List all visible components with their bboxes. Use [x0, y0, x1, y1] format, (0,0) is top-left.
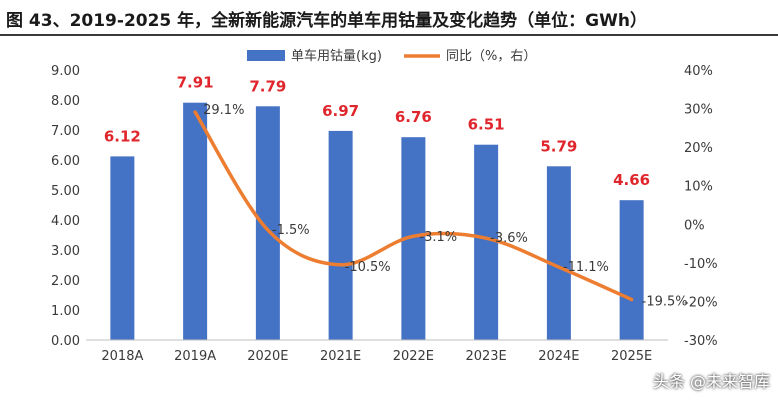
watermark: 头条 @未来智库 [652, 372, 770, 391]
bar [474, 144, 499, 340]
y-left-tick-label: 9.00 [51, 64, 80, 79]
line-value-label: -11.1% [563, 260, 609, 275]
y-left-tick-label: 3.00 [51, 244, 80, 259]
bar [183, 102, 208, 340]
legend-line-label: 同比（%，右） [446, 49, 536, 64]
y-right-tick-label: 30% [684, 103, 713, 118]
bar [328, 130, 353, 340]
x-tick-label: 2023E [465, 349, 506, 364]
y-left-tick-label: 4.00 [51, 214, 80, 229]
bar-value-label: 6.97 [322, 102, 359, 120]
line-value-label: -1.5% [272, 223, 310, 238]
bar-value-label: 5.79 [540, 137, 577, 155]
y-right-tick-label: 0% [684, 218, 705, 233]
y-left-tick-label: 5.00 [51, 184, 80, 199]
y-right-tick-label: 10% [684, 180, 713, 195]
y-left-tick-label: 1.00 [51, 304, 80, 319]
y-left-tick-label: 0.00 [51, 334, 80, 349]
legend-bar-swatch [247, 50, 285, 61]
bar [619, 200, 644, 340]
x-tick-label: 2021E [320, 349, 361, 364]
y-left-tick-label: 6.00 [51, 154, 80, 169]
bar-value-label: 7.79 [249, 77, 286, 95]
line-value-label: -10.5% [345, 260, 391, 275]
bar-value-label: 4.66 [613, 171, 650, 189]
bar [546, 166, 571, 340]
bar [110, 156, 135, 340]
legend-bar-label: 单车用钴量(kg) [291, 48, 382, 64]
line-value-label: -3.6% [490, 231, 528, 246]
x-tick-label: 2020E [247, 349, 288, 364]
line-series-yoy [193, 110, 634, 302]
x-tick-label: 2025E [611, 349, 652, 364]
title-bar: 图 43、2019-2025 年，全新新能源汽车的单车用钴量及变化趋势（单位：G… [0, 0, 778, 36]
y-right-tick-label: -20% [684, 295, 718, 310]
line-value-label: 29.1% [203, 103, 244, 118]
bar-value-label: 6.12 [104, 127, 141, 145]
y-left-tick-label: 8.00 [51, 94, 80, 109]
y-left-tick-label: 2.00 [51, 274, 80, 289]
y-right-tick-label: -30% [684, 334, 718, 349]
y-right-tick-label: 40% [684, 64, 713, 79]
bar-value-label: 7.91 [177, 74, 214, 92]
line-value-label: -3.1% [419, 230, 457, 245]
x-tick-label: 2019A [174, 349, 216, 364]
x-tick-label: 2018A [101, 349, 143, 364]
y-right-tick-label: 20% [684, 141, 713, 156]
bar-value-label: 6.51 [468, 116, 505, 134]
y-left-tick-label: 7.00 [51, 124, 80, 139]
chart-title: 图 43、2019-2025 年，全新新能源汽车的单车用钴量及变化趋势（单位：G… [6, 11, 647, 31]
bar-value-label: 6.76 [395, 108, 432, 126]
x-tick-label: 2024E [538, 349, 579, 364]
x-tick-label: 2022E [393, 349, 434, 364]
line-value-label: -19.5% [642, 295, 688, 310]
y-right-tick-label: -10% [684, 257, 718, 272]
